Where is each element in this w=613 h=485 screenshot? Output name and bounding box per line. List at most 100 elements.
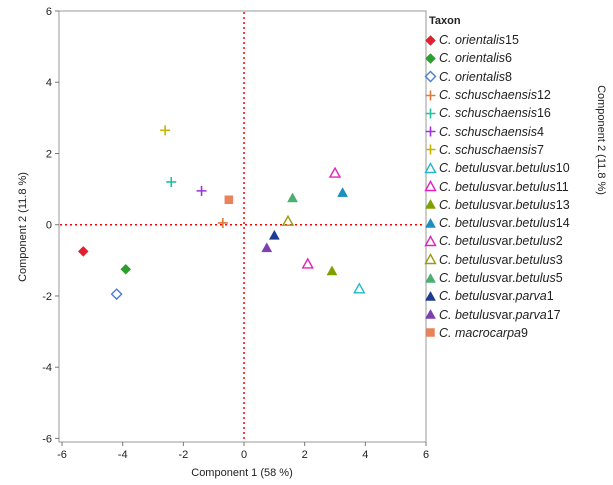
x-tick-label: 6 — [423, 449, 429, 461]
legend-marker-shape — [425, 53, 436, 64]
data-point — [196, 185, 207, 196]
legend-label-part: C. betulus — [439, 289, 496, 304]
legend-item: C. betulus var. parva 17 — [424, 305, 604, 323]
legend-marker-shape — [426, 328, 435, 338]
legend-marker-shape — [425, 199, 436, 210]
y-tick-label: -6 — [42, 433, 52, 445]
data-point — [77, 246, 89, 257]
legend: Taxon C. orientalis 15 C. orientalis 6 C. or… — [424, 14, 604, 342]
legend-label-part: var. — [495, 307, 516, 322]
legend-label-part: C. orientalis — [439, 69, 505, 84]
legend-marker-shape — [425, 108, 436, 119]
legend-marker-shape — [424, 234, 437, 247]
legend-label-part: C. betulus — [439, 161, 496, 176]
legend-label-part: 2 — [555, 234, 563, 249]
legend-label-part: var. — [495, 197, 516, 212]
legend-label-part: C. schuschaensis — [439, 124, 537, 139]
legend-marker — [425, 272, 436, 283]
legend-label-part: C. betulus — [439, 216, 496, 231]
legend-marker — [425, 34, 436, 46]
legend-label-part: 3 — [555, 252, 563, 267]
legend-label-part: betulus — [515, 161, 556, 176]
legend-item: C. schuschaensis 16 — [424, 104, 604, 122]
x-tick-label: 4 — [362, 449, 368, 461]
legend-label-part: 16 — [536, 106, 551, 121]
legend-marker — [424, 161, 437, 173]
legend-items: C. orientalis 15 C. orientalis 6 C. oriental… — [424, 31, 604, 342]
legend-item: C. orientalis 15 — [424, 31, 604, 49]
legend-item: C. betulus var. betulus 5 — [424, 269, 604, 287]
legend-marker — [424, 70, 437, 83]
legend-label-part: 12 — [536, 88, 551, 103]
legend-marker — [425, 290, 436, 301]
legend-label-part: C. schuschaensis — [439, 142, 537, 157]
legend-label-part: var. — [495, 271, 516, 285]
legend-marker — [425, 126, 436, 137]
y-tick-label: 6 — [46, 6, 52, 18]
legend-marker — [424, 234, 437, 247]
legend-label-part: C. schuschaensis — [439, 88, 537, 103]
y-tick-label: -2 — [42, 291, 52, 303]
legend-label-part: 7 — [536, 142, 544, 157]
legend-item: C. betulus var. parva 1 — [424, 287, 604, 305]
legend-marker-shape — [425, 126, 436, 137]
legend-label-part: 9 — [520, 325, 528, 340]
legend-marker — [425, 217, 436, 228]
x-tick-label: -4 — [118, 449, 128, 461]
legend-marker — [424, 253, 437, 265]
legend-label-part: 11 — [555, 179, 569, 194]
data-points — [77, 125, 366, 301]
data-point — [337, 187, 349, 197]
x-tick-label: 0 — [241, 449, 247, 461]
data-point — [281, 214, 295, 226]
data-point — [301, 257, 314, 269]
y-tick-label: 2 — [46, 148, 52, 160]
legend-marker-shape — [424, 180, 437, 192]
legend-label-part: betulus — [515, 179, 556, 194]
legend-label-part: betulus — [515, 252, 556, 267]
legend-item: C. orientalis 8 — [424, 68, 604, 86]
legend-label-part: 8 — [505, 69, 512, 84]
legend-label-part: C. betulus — [439, 271, 496, 285]
data-point — [268, 229, 280, 240]
legend-label-part: C. schuschaensis — [439, 106, 537, 121]
y-tick-label: -4 — [42, 362, 52, 374]
data-point — [287, 192, 298, 203]
legend-label-part: C. betulus — [439, 234, 496, 249]
axis-ticks: -6 -4 -2 0 2 4 6 -6 -4 -2 0 2 4 6 — [42, 6, 429, 461]
legend-label-part: betulus — [515, 216, 556, 231]
legend-label-part: C. orientalis — [439, 33, 505, 48]
legend-label-part: betulus — [515, 197, 556, 212]
legend-label-part: parva — [515, 307, 547, 322]
legend-item: C. betulus var. betulus 13 — [424, 196, 604, 214]
data-point — [261, 242, 273, 253]
legend-label-part: C. orientalis — [439, 51, 505, 66]
legend-item: C. orientalis 6 — [424, 49, 604, 67]
legend-label-part: 1 — [546, 289, 554, 304]
legend-label-part: var. — [495, 161, 516, 176]
legend-marker-shape — [425, 34, 436, 46]
legend-label-part: 13 — [555, 197, 570, 212]
data-point — [353, 282, 366, 294]
legend-marker-shape — [424, 253, 437, 265]
y-tick-label: 0 — [46, 220, 52, 232]
legend-title: Taxon — [429, 15, 461, 27]
legend-item: C. schuschaensis 12 — [424, 86, 604, 104]
legend-marker-shape — [425, 144, 436, 155]
legend-label-part: C. betulus — [439, 197, 496, 212]
legend-label-part: C. betulus — [439, 252, 496, 267]
data-point — [224, 195, 234, 205]
legend-marker-shape — [425, 309, 436, 319]
data-point — [328, 166, 342, 178]
y-axis-label: Component 2 (11.8 %) — [17, 172, 29, 282]
legend-label-part: C. macrocarpa — [439, 325, 521, 340]
legend-label-part: var. — [495, 252, 516, 267]
data-point — [326, 265, 338, 276]
legend-marker — [426, 328, 435, 338]
legend-label-part: C. betulus — [439, 179, 496, 194]
legend-marker — [425, 144, 436, 155]
legend-marker-shape — [425, 90, 436, 101]
data-point — [110, 288, 123, 301]
legend-marker-shape — [425, 290, 436, 301]
